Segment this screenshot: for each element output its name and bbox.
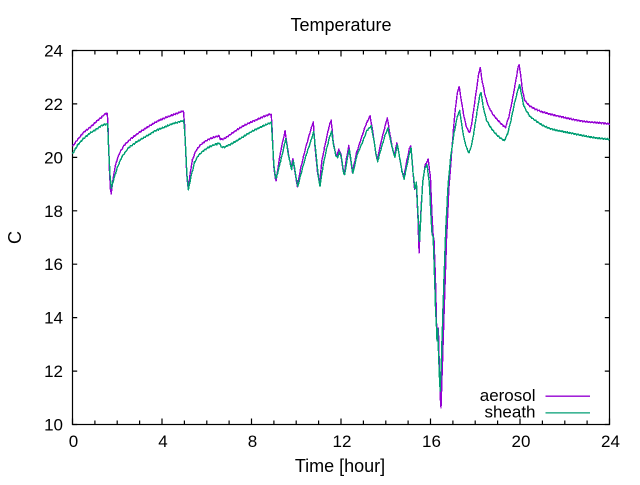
svg-text:20: 20 (44, 148, 63, 167)
svg-text:12: 12 (333, 432, 352, 451)
svg-text:sheath: sheath (484, 403, 535, 422)
svg-text:16: 16 (44, 255, 63, 274)
svg-text:0: 0 (69, 432, 78, 451)
svg-text:22: 22 (44, 95, 63, 114)
svg-text:C: C (5, 231, 25, 244)
svg-text:10: 10 (44, 416, 63, 435)
svg-text:Temperature: Temperature (290, 15, 391, 35)
svg-text:24: 24 (601, 432, 620, 451)
svg-text:14: 14 (44, 309, 63, 328)
svg-text:24: 24 (44, 42, 63, 61)
svg-text:Time [hour]: Time [hour] (295, 456, 385, 476)
svg-text:4: 4 (158, 432, 167, 451)
svg-text:8: 8 (248, 432, 257, 451)
svg-text:20: 20 (512, 432, 531, 451)
svg-text:16: 16 (422, 432, 441, 451)
svg-text:aerosol: aerosol (480, 386, 536, 405)
svg-text:18: 18 (44, 202, 63, 221)
svg-text:12: 12 (44, 362, 63, 381)
